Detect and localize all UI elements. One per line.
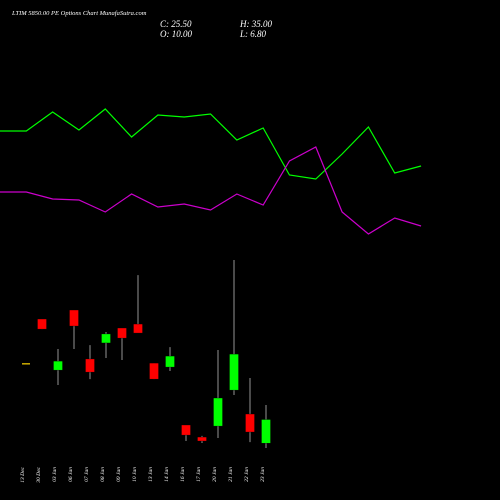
- candle-body: [117, 327, 127, 339]
- x-tick-label: 16 Jan: [180, 467, 186, 482]
- x-tick-label: 06 Jan: [68, 467, 74, 482]
- candle-body: [85, 358, 95, 373]
- candle-body: [229, 353, 239, 391]
- x-tick-label: 13 Jan: [148, 467, 154, 482]
- ohlc-high: H: 35.00: [239, 19, 272, 29]
- candle-body: [149, 362, 159, 380]
- ohlc-open: O: 10.00: [160, 29, 192, 39]
- candle-body: [245, 413, 255, 433]
- line-series: [0, 146, 422, 235]
- x-tick-label: 14 Jan: [163, 467, 170, 482]
- line-series: [0, 108, 422, 180]
- candle-body: [165, 355, 175, 368]
- x-tick-label: 13 Dec: [20, 466, 26, 482]
- candle-body: [37, 318, 47, 330]
- candle-body: [181, 424, 191, 436]
- chart-title: LTIM 5850.00 PE Options Chart MunafaSutr…: [11, 10, 147, 17]
- candle-body: [133, 323, 143, 334]
- x-tick-label: 08 Jan: [100, 467, 106, 482]
- x-tick-label: 20 Jan: [212, 467, 218, 482]
- candle-body: [261, 419, 271, 444]
- candle-body: [197, 436, 207, 442]
- x-tick-label: 21 Jan: [228, 467, 234, 482]
- ohlc-low: L: 6.80: [239, 29, 267, 39]
- x-tick-label: 09 Jan: [116, 467, 122, 482]
- x-tick-label: 22 Jan: [244, 467, 250, 482]
- x-tick-label: 17 Jan: [196, 467, 202, 482]
- candle-body: [101, 333, 111, 344]
- candle-body: [213, 397, 223, 427]
- candle-body: [53, 360, 63, 371]
- x-tick-label: 10 Jan: [132, 467, 138, 482]
- ohlc-close: C: 25.50: [160, 19, 192, 29]
- x-tick-label: 30 Dec: [36, 466, 42, 483]
- x-tick-label: 07 Jan: [84, 467, 90, 482]
- candle-body: [69, 309, 79, 327]
- x-tick-label: 03 Jan: [52, 467, 58, 482]
- x-tick-label: 23 Jan: [260, 467, 266, 482]
